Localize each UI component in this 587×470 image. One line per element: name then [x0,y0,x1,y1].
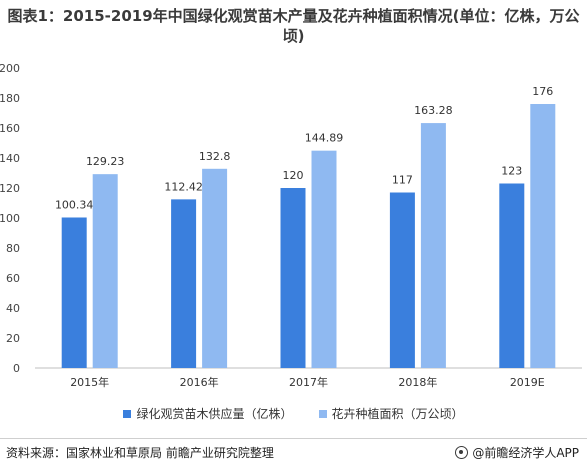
bar-seedlings [499,183,525,368]
data-label-seedlings: 123 [501,165,522,178]
bar-seedlings [280,188,306,368]
data-label-flowers: 144.89 [305,132,344,145]
bar-flowers [420,123,446,368]
footer-divider [0,438,587,439]
data-label-flowers: 176 [532,85,553,98]
bar-seedlings [389,192,415,368]
x-tick-label: 2017年 [289,375,328,389]
chart-legend: 绿化观赏苗木供应量（亿株） 花卉种植面积（万公顷） [0,405,587,422]
y-tick-label: 100 [0,212,20,225]
legend-label-flowers: 花卉种植面积（万公顷） [331,407,464,421]
y-tick-label: 0 [13,362,20,375]
bar-flowers [202,168,228,368]
x-tick-label: 2015年 [70,375,109,389]
y-tick-label: 40 [6,302,20,315]
data-label-seedlings: 117 [392,174,413,187]
bar-seedlings [171,199,197,368]
brand-label: @前瞻经济学人APP [472,445,579,460]
footer: 资料来源：国家林业和草原局 前瞻产业研究院整理 @前瞻经济学人APP [6,441,579,463]
data-label-seedlings: 100.34 [55,198,94,211]
y-tick-label: 160 [0,122,20,135]
bar-flowers [92,174,118,368]
y-tick-label: 20 [6,332,20,345]
y-tick-label: 80 [6,242,20,255]
y-tick-label: 180 [0,92,20,105]
legend-label-seedlings: 绿化观赏苗木供应量（亿株） [136,407,293,421]
data-label-flowers: 132.8 [199,150,231,163]
y-tick-label: 140 [0,152,20,165]
brand-logo-icon [455,445,469,459]
bar-flowers [311,150,337,368]
bar-seedlings [61,217,87,368]
legend-swatch-seedlings [123,409,132,418]
y-tick-label: 60 [6,272,20,285]
bar-chart: 0 20 40 60 80 100 120 140 160 180 200 100.34 129.23 2… [0,62,582,389]
data-label-seedlings: 112.42 [164,180,203,193]
x-tick-label: 2016年 [180,375,219,389]
data-label-flowers: 163.28 [414,104,453,117]
y-tick-label: 120 [0,182,20,195]
bar-flowers [530,104,556,368]
x-tick-label: 2018年 [398,375,437,389]
source-note: 资料来源：国家林业和草原局 前瞻产业研究院整理 [6,445,274,460]
x-tick-label: 2019E [510,376,545,389]
y-tick-label: 200 [0,62,20,75]
data-label-flowers: 129.23 [86,155,125,168]
chart-title: 图表1：2015-2019年中国绿化观赏苗木产量及花卉种植面积情况(单位：亿株，… [7,7,580,45]
legend-item-flowers: 花卉种植面积（万公顷） [318,405,464,422]
data-label-seedlings: 120 [283,169,304,182]
legend-item-seedlings: 绿化观赏苗木供应量（亿株） [123,405,293,422]
legend-swatch-flowers [318,409,327,418]
brand: @前瞻经济学人APP [455,444,579,461]
